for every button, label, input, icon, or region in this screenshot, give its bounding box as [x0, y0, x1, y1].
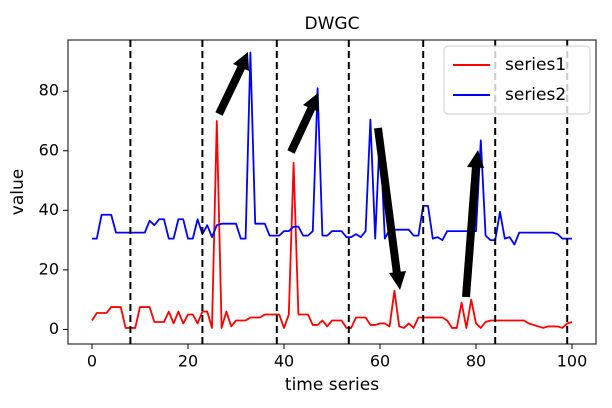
x-tick-label: 80: [466, 352, 486, 371]
x-tick-label: 60: [370, 352, 390, 371]
y-tick-label: 40: [39, 200, 59, 219]
x-axis-label: time series: [285, 375, 379, 395]
series-line: [91, 120, 573, 329]
y-axis-label: value: [8, 169, 28, 215]
y-tick-label: 0: [49, 319, 59, 338]
x-tick-label: 20: [178, 352, 198, 371]
arrow: [215, 64, 246, 116]
arrow-head: [303, 93, 319, 112]
y-tick-label: 80: [39, 81, 59, 100]
arrow: [462, 165, 480, 298]
arrow: [374, 127, 401, 275]
legend: series1 series2: [443, 45, 591, 115]
x-tick-label: 0: [87, 352, 97, 371]
annotations: [215, 52, 484, 298]
arrow-head: [389, 271, 406, 290]
series-line: [92, 51, 572, 246]
chart-title: DWGC: [305, 14, 360, 34]
arrow-head: [233, 52, 249, 71]
x-tick-label: 100: [557, 352, 588, 371]
arrow-head: [467, 150, 484, 168]
x-tick-label: 40: [274, 352, 294, 371]
y-tick-label: 60: [39, 140, 59, 159]
y-tick-label: 20: [39, 259, 59, 278]
legend-frame: [443, 45, 591, 115]
legend-label: series1: [505, 55, 566, 75]
legend-label: series2: [505, 85, 566, 105]
plot-frame: [67, 39, 597, 345]
arrow: [287, 105, 316, 154]
